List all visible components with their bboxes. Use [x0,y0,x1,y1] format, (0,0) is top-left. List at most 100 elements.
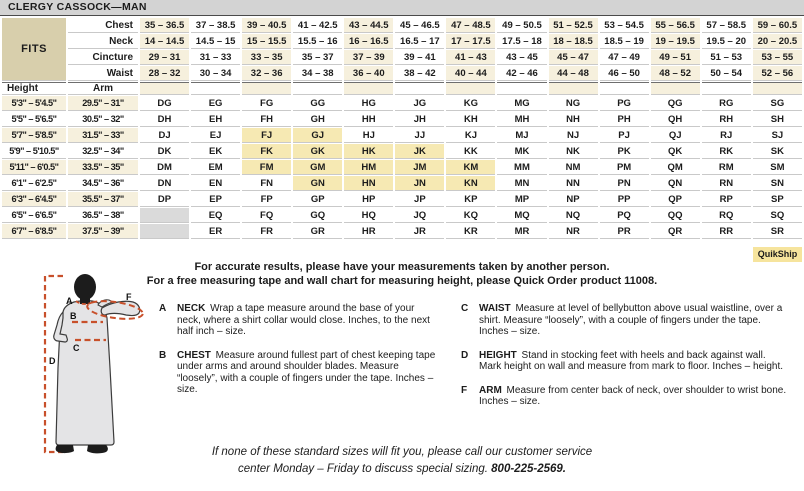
spacer-cell [446,82,496,95]
chest-range: 35 – 36.5 [140,18,190,33]
waist-range: 36 – 40 [344,66,394,81]
size-cell-MP: MP [497,192,547,207]
instruction-arm: F ARM Measure from center back of neck, o… [461,385,787,408]
no-size-cell [140,208,190,223]
size-cell-RR: RR [701,224,751,239]
arm-range: 34.5" – 36" [68,176,138,191]
cincture-range: 45 – 47 [548,50,598,65]
size-cell-HJ: HJ [344,128,394,143]
size-cell-GM: GM [293,160,343,175]
fits-row-waist: Waist 28 – 32 30 – 34 32 – 36 34 – 38 36 – 40… [2,66,802,81]
size-cell-QN: QN [650,176,700,191]
neck-range: 19.5 – 20 [701,34,751,49]
chest-range: 49 – 50.5 [497,18,547,33]
height-range: 5'5" – 5'6.5" [2,112,66,127]
size-cell-QH: QH [650,112,700,127]
size-cell-PM: PM [599,160,649,175]
size-row: 5'11" – 6'0.5" 33.5" – 35" DM EM FM GM HM JM KM M… [2,160,802,175]
size-cell-KR: KR [446,224,496,239]
size-cell-FM: FM [242,160,292,175]
neck-measure-line-a [75,300,95,305]
size-row: 6'1" – 6'2.5" 34.5" – 36" DN EN FN GN HN JN KN MN… [2,176,802,191]
size-cell-MH: MH [497,112,547,127]
size-cell-KN: KN [446,176,496,191]
size-cell-JG: JG [395,96,445,111]
instruction-letter: D [461,349,469,361]
waist-range: 32 – 36 [242,66,292,81]
cincture-range: 51 – 53 [701,50,751,65]
spacer-cell [752,82,802,95]
size-cell-PH: PH [599,112,649,127]
waist-range: 46 – 50 [599,66,649,81]
size-cell-QK: QK [650,144,700,159]
size-row: 6'7" – 6'8.5" 37.5" – 39" ER FR GR HR JR KR MR NR… [2,224,802,239]
cincture-range: 41 – 43 [446,50,496,65]
size-cell-QR: QR [650,224,700,239]
size-cell-RK: RK [701,144,751,159]
chest-range: 47 – 48.5 [446,18,496,33]
waist-range: 30 – 34 [191,66,241,81]
size-cell-FR: FR [242,224,292,239]
phone-number: 800-225-2569. [491,463,566,475]
size-cell-EK: EK [191,144,241,159]
instruction-text: CHEST Measure around fullest part of che… [177,349,436,396]
arm-range: 36.5" – 38" [68,208,138,223]
spacer-cell [650,82,700,95]
size-cell-PR: PR [599,224,649,239]
waist-range: 44 – 48 [548,66,598,81]
size-cell-RP: RP [701,192,751,207]
size-cell-MQ: MQ [497,208,547,223]
size-cell-DJ: DJ [140,128,190,143]
size-cell-FK: FK [242,144,292,159]
neck-range: 14.5 – 15 [191,34,241,49]
size-cell-SJ: SJ [752,128,802,143]
size-cell-JK: JK [395,144,445,159]
size-cell-PP: PP [599,192,649,207]
size-cell-HG: HG [344,96,394,111]
instruction-height: D HEIGHT Stand in stocking feet with heel… [461,350,787,373]
neck-range: 16 – 16.5 [344,34,394,49]
cassock-measurement-figure: A B C D F [22,268,162,490]
instruction-neck: A NECK Wrap a tape measure around the bas… [159,303,441,338]
size-cell-SG: SG [752,96,802,111]
instruction-text: NECK Wrap a tape measure around the base… [177,303,430,337]
size-row: 6'3" – 6'4.5" 35.5" – 37" DP EP FP GP HP JP KP MP… [2,192,802,207]
size-cell-RN: RN [701,176,751,191]
size-cell-GH: GH [293,112,343,127]
size-row: 6'5" – 6'6.5" 36.5" – 38" EQ FQ GQ HQ JQ KQ MQ NQ… [2,208,802,223]
size-table-body: FITS Chest 35 – 36.5 37 – 38.5 39 – 40.5 41 –… [2,18,802,239]
size-cell-GQ: GQ [293,208,343,223]
neck-range: 17 – 17.5 [446,34,496,49]
size-cell-SQ: SQ [752,208,802,223]
chest-range: 59 – 60.5 [752,18,802,33]
instructions-right-column: C WAIST Measure at level of bellybutton a… [461,303,787,420]
size-cell-SP: SP [752,192,802,207]
size-cell-QG: QG [650,96,700,111]
size-cell-DG: DG [140,96,190,111]
size-cell-JH: JH [395,112,445,127]
size-cell-RG: RG [701,96,751,111]
no-size-cell [140,224,190,239]
height-range: 6'5" – 6'6.5" [2,208,66,223]
figure-label-a: A [66,296,73,306]
size-cell-QM: QM [650,160,700,175]
size-cell-GN: GN [293,176,343,191]
waist-range: 48 – 52 [650,66,700,81]
cincture-range: 35 – 37 [293,50,343,65]
size-cell-RM: RM [701,160,751,175]
size-cell-RH: RH [701,112,751,127]
size-cell-FJ: FJ [242,128,292,143]
page-title: CLERGY CASSOCK—MAN [0,0,804,16]
size-cell-JR: JR [395,224,445,239]
size-cell-GK: GK [293,144,343,159]
size-cell-DK: DK [140,144,190,159]
size-cell-ER: ER [191,224,241,239]
chest-range: 57 – 58.5 [701,18,751,33]
chest-range: 51 – 52.5 [548,18,598,33]
arm-range: 33.5" – 35" [68,160,138,175]
size-cell-NQ: NQ [548,208,598,223]
size-cell-QJ: QJ [650,128,700,143]
right-shoe [87,445,108,454]
size-cell-RJ: RJ [701,128,751,143]
